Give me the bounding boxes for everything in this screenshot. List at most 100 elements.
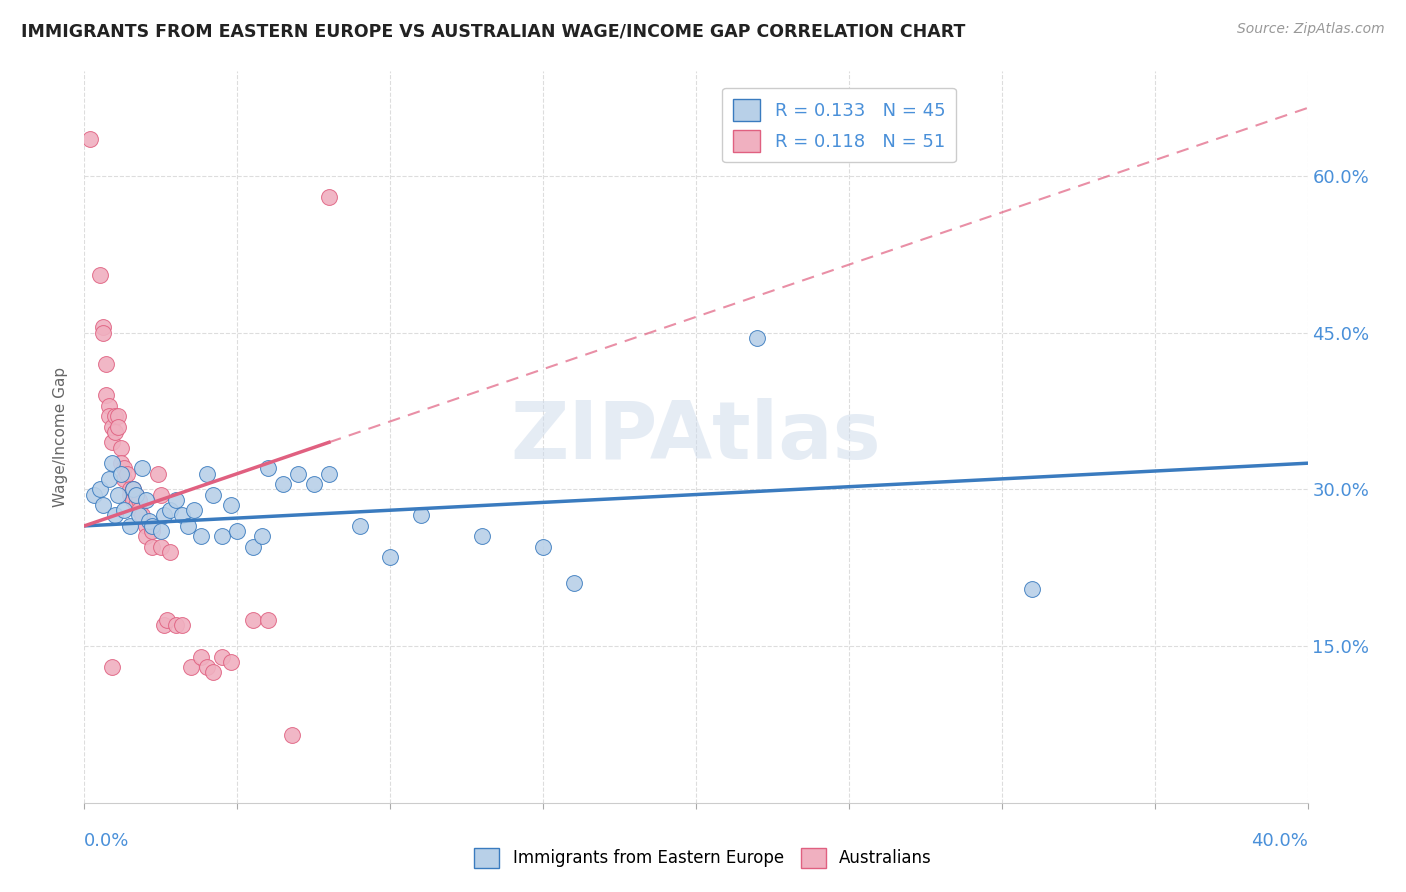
Point: [219, 655, 242, 669]
Point: [89, 268, 111, 282]
Point: [159, 545, 181, 559]
Point: [318, 190, 340, 204]
Text: 40.0%: 40.0%: [1251, 832, 1308, 850]
Point: [125, 498, 148, 512]
Point: [135, 529, 157, 543]
Point: [172, 618, 194, 632]
Point: [211, 529, 233, 543]
Point: [201, 665, 224, 680]
Point: [94, 388, 117, 402]
Point: [128, 508, 150, 523]
Point: [281, 728, 304, 742]
Point: [190, 649, 212, 664]
Point: [141, 519, 163, 533]
Point: [183, 503, 205, 517]
Point: [242, 613, 264, 627]
Point: [302, 477, 325, 491]
Point: [122, 483, 145, 497]
Point: [135, 492, 157, 507]
Point: [156, 613, 179, 627]
Point: [112, 503, 135, 517]
Point: [242, 540, 264, 554]
Point: [211, 649, 233, 664]
Text: ZIPAtlas: ZIPAtlas: [510, 398, 882, 476]
Point: [101, 419, 124, 434]
Point: [131, 508, 153, 523]
Point: [153, 618, 176, 632]
Text: IMMIGRANTS FROM EASTERN EUROPE VS AUSTRALIAN WAGE/INCOME GAP CORRELATION CHART: IMMIGRANTS FROM EASTERN EUROPE VS AUSTRA…: [21, 22, 966, 40]
Point: [531, 540, 554, 554]
Point: [271, 477, 294, 491]
Point: [257, 613, 280, 627]
Point: [226, 524, 249, 538]
Text: 0.0%: 0.0%: [84, 832, 129, 850]
Point: [112, 472, 135, 486]
Point: [471, 529, 494, 543]
Point: [146, 467, 169, 481]
Point: [128, 492, 150, 507]
Point: [177, 519, 200, 533]
Legend: Immigrants from Eastern Europe, Australians: Immigrants from Eastern Europe, Australi…: [468, 841, 938, 875]
Point: [120, 483, 142, 497]
Point: [97, 409, 120, 424]
Point: [120, 519, 142, 533]
Text: Source: ZipAtlas.com: Source: ZipAtlas.com: [1237, 22, 1385, 37]
Point: [190, 529, 212, 543]
Point: [180, 660, 202, 674]
Point: [159, 503, 181, 517]
Point: [1021, 582, 1043, 596]
Point: [318, 467, 340, 481]
Point: [165, 492, 187, 507]
Point: [287, 467, 309, 481]
Point: [107, 419, 129, 434]
Point: [172, 508, 194, 523]
Point: [91, 326, 114, 340]
Point: [110, 456, 132, 470]
Point: [104, 425, 127, 439]
Point: [201, 487, 224, 501]
Point: [107, 409, 129, 424]
Point: [104, 508, 127, 523]
Point: [135, 519, 157, 533]
Point: [120, 487, 142, 501]
Point: [107, 487, 129, 501]
Point: [101, 435, 124, 450]
Point: [83, 487, 105, 501]
Point: [195, 660, 218, 674]
Point: [141, 540, 163, 554]
Point: [104, 409, 127, 424]
Point: [138, 514, 160, 528]
Point: [250, 529, 273, 543]
Point: [747, 331, 769, 345]
Point: [101, 660, 124, 674]
Point: [94, 357, 117, 371]
Point: [149, 540, 172, 554]
Point: [195, 467, 218, 481]
Point: [101, 456, 124, 470]
Point: [97, 399, 120, 413]
Point: [219, 498, 242, 512]
Point: [125, 487, 148, 501]
Point: [91, 320, 114, 334]
Point: [122, 483, 145, 497]
Y-axis label: Wage/Income Gap: Wage/Income Gap: [53, 367, 69, 508]
Point: [128, 503, 150, 517]
Point: [125, 487, 148, 501]
Point: [131, 461, 153, 475]
Point: [149, 524, 172, 538]
Point: [112, 461, 135, 475]
Point: [110, 441, 132, 455]
Point: [562, 576, 585, 591]
Point: [349, 519, 371, 533]
Point: [122, 492, 145, 507]
Point: [79, 132, 101, 146]
Point: [149, 487, 172, 501]
Point: [91, 498, 114, 512]
Point: [89, 483, 111, 497]
Point: [115, 467, 138, 481]
Point: [141, 524, 163, 538]
Point: [110, 467, 132, 481]
Point: [97, 472, 120, 486]
Point: [257, 461, 280, 475]
Legend: R = 0.133   N = 45, R = 0.118   N = 51: R = 0.133 N = 45, R = 0.118 N = 51: [723, 87, 956, 162]
